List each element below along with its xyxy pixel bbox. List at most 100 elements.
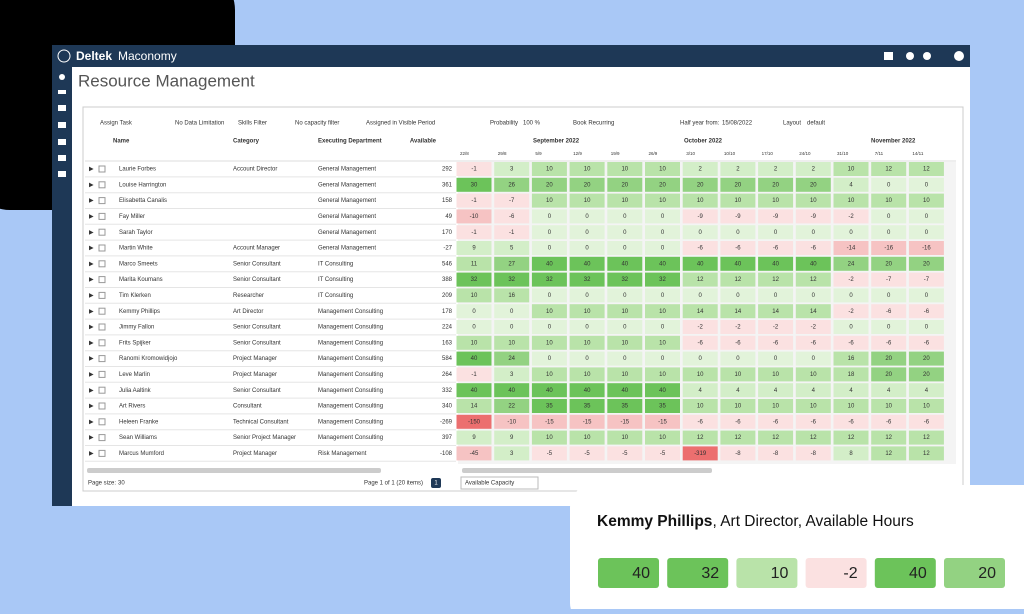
- view-select[interactable]: [460, 476, 539, 490]
- callout-value: 32: [701, 565, 719, 582]
- row-checkbox[interactable]: [98, 370, 106, 378]
- week-label: 22/8: [460, 151, 469, 156]
- toolbar-item[interactable]: 15/08/2022: [722, 121, 753, 127]
- row-checkbox[interactable]: [98, 418, 106, 426]
- column-header[interactable]: Name: [113, 139, 130, 145]
- heat-value: 10: [508, 340, 515, 346]
- toolbar-item[interactable]: Assign Task: [100, 121, 133, 127]
- column-header[interactable]: Category: [233, 139, 260, 145]
- expand-arrow[interactable]: ▶: [89, 356, 94, 362]
- row-checkbox[interactable]: [98, 307, 106, 315]
- expand-arrow[interactable]: ▶: [89, 388, 94, 394]
- toolbar-item[interactable]: Probability: [490, 121, 518, 127]
- chat-icon[interactable]: [906, 52, 914, 60]
- category: Researcher: [233, 293, 264, 299]
- reports-icon[interactable]: [884, 52, 893, 60]
- page-size[interactable]: 30: [118, 481, 125, 487]
- department: IT Consulting: [318, 277, 353, 283]
- row-checkbox[interactable]: [98, 228, 106, 236]
- toolbar-item[interactable]: 100 %: [523, 121, 541, 127]
- row-checkbox[interactable]: [98, 449, 106, 457]
- heat-cell: [456, 209, 492, 224]
- expand-arrow[interactable]: ▶: [89, 309, 94, 315]
- brand: Deltek: [76, 49, 112, 63]
- row-checkbox[interactable]: [98, 323, 106, 331]
- callout-cell: [736, 558, 798, 588]
- heat-cell: [833, 272, 869, 287]
- page-button[interactable]: [431, 478, 441, 488]
- toolbar-item[interactable]: Skills Filter: [238, 121, 267, 127]
- expand-arrow[interactable]: ▶: [89, 404, 94, 410]
- callout-cell: [805, 558, 867, 588]
- expand-arrow[interactable]: ▶: [89, 451, 94, 457]
- row-checkbox[interactable]: [98, 260, 106, 268]
- heat-value: 40: [584, 388, 591, 394]
- row-checkbox[interactable]: [98, 212, 106, 220]
- heat-cell: [531, 256, 567, 271]
- row-checkbox[interactable]: [98, 355, 106, 363]
- expand-arrow[interactable]: ▶: [89, 325, 94, 331]
- heat-value: 20: [621, 182, 628, 188]
- heat-value: 14: [810, 309, 817, 315]
- row-checkbox[interactable]: [98, 434, 106, 442]
- heat-value: 12: [772, 435, 779, 441]
- heat-cell: [908, 430, 944, 445]
- department: Management Consulting: [318, 435, 383, 441]
- row-checkbox[interactable]: [98, 165, 106, 173]
- heat-value: 40: [697, 261, 704, 267]
- heat-cell: [720, 162, 756, 176]
- heat-cell: [607, 446, 643, 461]
- row-checkbox[interactable]: [98, 181, 106, 189]
- heat-value: -45: [470, 451, 479, 457]
- expand-arrow[interactable]: ▶: [89, 167, 94, 173]
- user-icon[interactable]: [954, 51, 964, 61]
- expand-arrow[interactable]: ▶: [89, 293, 94, 299]
- expand-arrow[interactable]: ▶: [89, 277, 94, 283]
- toolbar-item[interactable]: Half year from:: [680, 121, 720, 127]
- expand-arrow[interactable]: ▶: [89, 261, 94, 267]
- expand-arrow[interactable]: ▶: [89, 435, 94, 441]
- toolbar-item[interactable]: Book Recurring: [573, 121, 614, 127]
- notification-icon[interactable]: [923, 52, 931, 60]
- expand-arrow[interactable]: ▶: [89, 419, 94, 425]
- heat-cell: [682, 256, 718, 271]
- expand-arrow[interactable]: ▶: [89, 182, 94, 188]
- row-checkbox[interactable]: [98, 291, 106, 299]
- heat-value: 20: [584, 182, 591, 188]
- column-header[interactable]: Executing Department: [318, 139, 382, 145]
- row-checkbox[interactable]: [98, 276, 106, 284]
- heat-value: 0: [548, 325, 552, 331]
- heat-value: 40: [621, 261, 628, 267]
- heat-value: 0: [699, 230, 703, 236]
- expand-arrow[interactable]: ▶: [89, 214, 94, 220]
- expand-arrow[interactable]: ▶: [89, 246, 94, 252]
- menu-button[interactable]: [57, 49, 71, 63]
- heat-value: -150: [468, 419, 481, 425]
- heat-value: 12: [885, 451, 892, 457]
- expand-arrow[interactable]: ▶: [89, 340, 94, 346]
- row-checkbox[interactable]: [98, 244, 106, 252]
- column-header[interactable]: Available: [410, 139, 437, 145]
- row-checkbox[interactable]: [98, 197, 106, 205]
- expand-arrow[interactable]: ▶: [89, 198, 94, 204]
- callout-value: 10: [771, 565, 789, 582]
- heat-cell: [871, 288, 907, 303]
- heat-cell: [758, 320, 794, 334]
- toolbar-item[interactable]: No Data Limitation: [175, 121, 224, 127]
- toolbar-item[interactable]: Layout: [783, 121, 801, 127]
- row-checkbox[interactable]: [98, 386, 106, 394]
- row-checkbox[interactable]: [98, 402, 106, 410]
- expand-arrow[interactable]: ▶: [89, 230, 94, 236]
- toolbar-item[interactable]: Assigned in Visible Period: [366, 121, 435, 127]
- heat-value: 10: [546, 167, 553, 173]
- resource-name: Heleen Franke: [119, 419, 159, 425]
- toolbar-item[interactable]: default: [807, 121, 825, 127]
- row-checkbox[interactable]: [98, 339, 106, 347]
- expand-arrow[interactable]: ▶: [89, 372, 94, 378]
- heat-value: 10: [621, 435, 628, 441]
- heat-value: 10: [885, 404, 892, 410]
- heat-cell: [607, 414, 643, 429]
- department: Management Consulting: [318, 325, 383, 331]
- heat-cell: [645, 241, 680, 255]
- toolbar-item[interactable]: No capacity filter: [295, 121, 339, 127]
